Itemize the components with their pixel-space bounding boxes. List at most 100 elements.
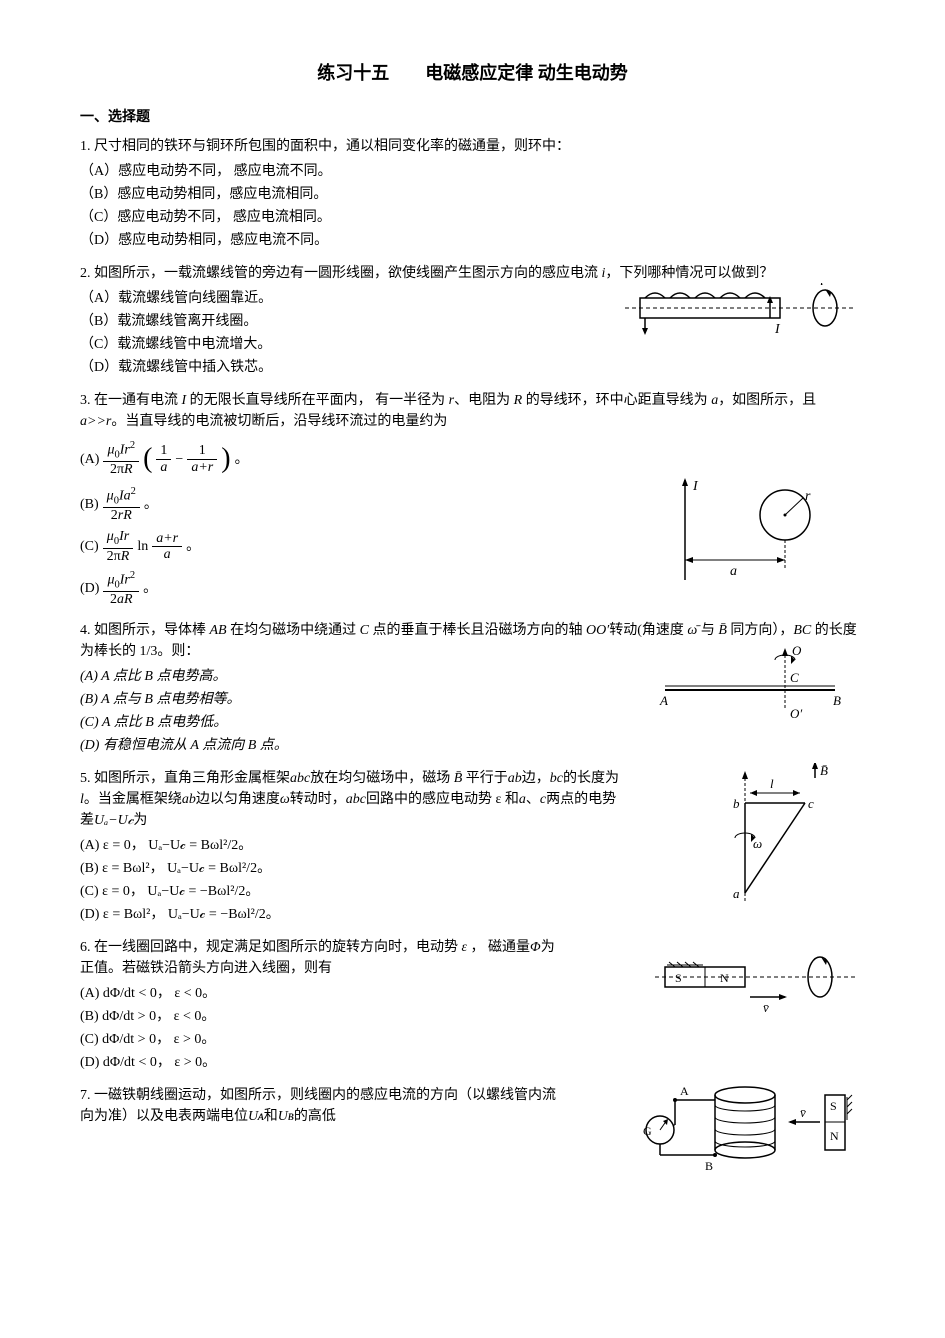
q5-ab2: ab xyxy=(182,792,196,807)
q2-stem: 2. 如图所示，一载流螺线管的旁边有一圆形线圈，欲使线圈产生图示方向的感应电流 … xyxy=(80,263,865,284)
q3-d-dot: 。 xyxy=(143,578,157,599)
svg-text:N: N xyxy=(830,1129,839,1143)
q7-UB: Uʙ xyxy=(278,1109,294,1124)
q5-s1: 5. 如图所示，直角三角形金属框架 xyxy=(80,771,290,786)
q3-c-ln: ln xyxy=(137,536,148,557)
q4-AB: AB xyxy=(210,623,227,638)
solenoid-loop-icon: I i xyxy=(625,283,855,343)
svg-text:G: G xyxy=(643,1124,652,1138)
q5-ab: ab xyxy=(508,771,522,786)
q1-stem: 1. 尺寸相同的铁环与铜环所包围的面积中，通以相同变化率的磁通量，则环中： xyxy=(80,136,865,157)
q2-figure: I i xyxy=(625,283,855,350)
q3-cond: a>>r xyxy=(80,414,111,429)
q4-Bvec: B̄ xyxy=(718,623,727,638)
svg-text:C: C xyxy=(790,670,799,685)
magnet-loop-icon: S N v̄ xyxy=(655,947,855,1017)
q5-s9: 回路中的感应电动势 ε 和 xyxy=(366,792,519,807)
svg-text:a: a xyxy=(730,564,737,579)
q4-s1: 4. 如图所示，导体棒 xyxy=(80,623,210,638)
svg-text:I: I xyxy=(692,479,699,494)
q4-C: C xyxy=(360,623,369,638)
q5-s6: 。当金属框架绕 xyxy=(84,792,182,807)
q5-s2: 放在均匀磁场中，磁场 xyxy=(310,771,454,786)
q3-b-label: (B) xyxy=(80,494,99,515)
q4-s6: 同方向）， xyxy=(727,623,794,638)
section-header-choice: 一、选择题 xyxy=(80,107,865,128)
q1-option-a: （A）感应电动势不同， 感应电流不同。 xyxy=(80,161,865,182)
q5-Uac: Uₐ−U𝒸 xyxy=(94,813,133,828)
q4-s5: 与 xyxy=(697,623,718,638)
svg-text:l: l xyxy=(770,776,774,791)
q5-s8: 转动时， xyxy=(290,792,346,807)
q6-figure: S N v̄ xyxy=(655,947,855,1024)
question-1: 1. 尺寸相同的铁环与铜环所包围的面积中，通以相同变化率的磁通量，则环中： （A… xyxy=(80,136,865,251)
q3-figure: I r a xyxy=(655,470,835,597)
q3-s5: ，如图所示，且 xyxy=(718,393,816,408)
q2-stem-a: 2. 如图所示，一载流螺线管的旁边有一圆形线圈，欲使线圈产生图示方向的感应电流 xyxy=(80,266,602,281)
q3-c-frac2: a+ra xyxy=(152,531,182,563)
q5-a: a xyxy=(519,792,526,807)
question-6: 6. 在一线圈回路中，规定满足如图所示的旋转方向时，电动势 ε ， 磁通量Φ为正… xyxy=(80,937,865,1073)
q4-figure: A B C O O′ xyxy=(655,640,855,727)
q5-s7: 边以匀角速度 xyxy=(196,792,280,807)
q2-stem-b: ，下列哪种情况可以做到？ xyxy=(605,266,773,281)
svg-text:S: S xyxy=(675,971,682,985)
svg-text:N: N xyxy=(720,971,729,985)
wire-loop-icon: I r a xyxy=(655,470,835,590)
q3-s6: 。当直导线的电流被切断后，沿导线环流过的电量约为 xyxy=(111,414,447,429)
q3-b-dot: 。 xyxy=(144,494,158,515)
q3-a-frac1: μ0Ir22πR xyxy=(103,440,139,477)
svg-text:b: b xyxy=(733,796,740,811)
q6-s2: ， 磁通量 xyxy=(467,940,530,955)
q4-BC: BC xyxy=(793,623,811,638)
svg-text:i: i xyxy=(820,283,824,289)
q3-b-frac: μ0Ia22rR xyxy=(103,486,140,523)
svg-text:v̄: v̄ xyxy=(763,1000,769,1015)
q4-option-d: (D) 有稳恒电流从 A 点流向 B 点。 xyxy=(80,735,865,756)
q7-s2: 的高低 xyxy=(294,1109,336,1124)
q5-s12: 为 xyxy=(133,813,147,828)
q5-s5: 的长度为 xyxy=(563,771,619,786)
q3-a-rparen: ) xyxy=(221,438,230,480)
q5-figure: B̄ l b c a ω xyxy=(715,763,835,920)
question-3: 3. 在一通有电流 I 的无限长直导线所在平面内， 有一半径为 r、电阻为 R … xyxy=(80,390,865,608)
q5-Bvec: B̄ xyxy=(454,771,463,786)
q5-s10: 、 xyxy=(526,792,540,807)
svg-text:A: A xyxy=(680,1084,689,1098)
q4-omega: ω̄ xyxy=(687,623,697,638)
q7-UA: Uᴀ xyxy=(248,1109,264,1124)
page-title: 练习十五 电磁感应定律 动生电动势 xyxy=(80,60,865,87)
question-4: 4. 如图所示，导体棒 AB 在均匀磁场中绕通过 C 点的垂直于棒长且沿磁场方向… xyxy=(80,620,865,756)
svg-text:A: A xyxy=(659,693,668,708)
q3-s1: 3. 在一通有电流 xyxy=(80,393,182,408)
svg-text:c: c xyxy=(808,796,814,811)
q3-a-frac3: 1a+r xyxy=(187,443,217,475)
q7-figure: G A B S N v̄ xyxy=(625,1075,855,1182)
q6-stem: 6. 在一线圈回路中，规定满足如图所示的旋转方向时，电动势 ε ， 磁通量Φ为正… xyxy=(80,937,560,979)
q2-option-d: （D）载流螺线管中插入铁芯。 xyxy=(80,357,865,378)
q3-a-frac2: 1a xyxy=(156,443,171,475)
svg-text:O: O xyxy=(792,643,802,658)
q5-stem: 5. 如图所示，直角三角形金属框架abc放在均匀磁场中，磁场 B̄ 平行于ab边… xyxy=(80,768,620,831)
svg-text:ω: ω xyxy=(753,836,762,851)
svg-text:I: I xyxy=(774,322,781,337)
q3-c-dot: 。 xyxy=(186,536,200,557)
q4-s3: 点的垂直于棒长且沿磁场方向的轴 xyxy=(369,623,586,638)
q3-d-label: (D) xyxy=(80,578,99,599)
svg-text:r: r xyxy=(805,489,811,504)
q3-a-minus: − xyxy=(175,449,183,470)
q3-R: R xyxy=(514,393,523,408)
q5-omega: ω xyxy=(280,792,290,807)
q6-option-c: (C) dΦ/dt > 0， ε > 0。 xyxy=(80,1029,865,1050)
q3-s4: 的导线环，环中心距直导线为 xyxy=(522,393,711,408)
q3-a-label: (A) xyxy=(80,449,99,470)
q5-s3: 平行于 xyxy=(462,771,508,786)
q7-stem: 7. 一磁铁朝线圈运动，如图所示，则线圈内的感应电流的方向（以螺线管内流向为准）… xyxy=(80,1085,560,1127)
svg-text:O′: O′ xyxy=(790,706,802,720)
svg-text:B: B xyxy=(705,1159,713,1173)
q5-abc2: abc xyxy=(346,792,366,807)
q3-a-lparen: ( xyxy=(143,438,152,480)
q4-OO: OO′ xyxy=(586,623,609,638)
q3-s3: 、电阻为 xyxy=(454,393,514,408)
q4-s2: 在均匀磁场中绕通过 xyxy=(227,623,360,638)
